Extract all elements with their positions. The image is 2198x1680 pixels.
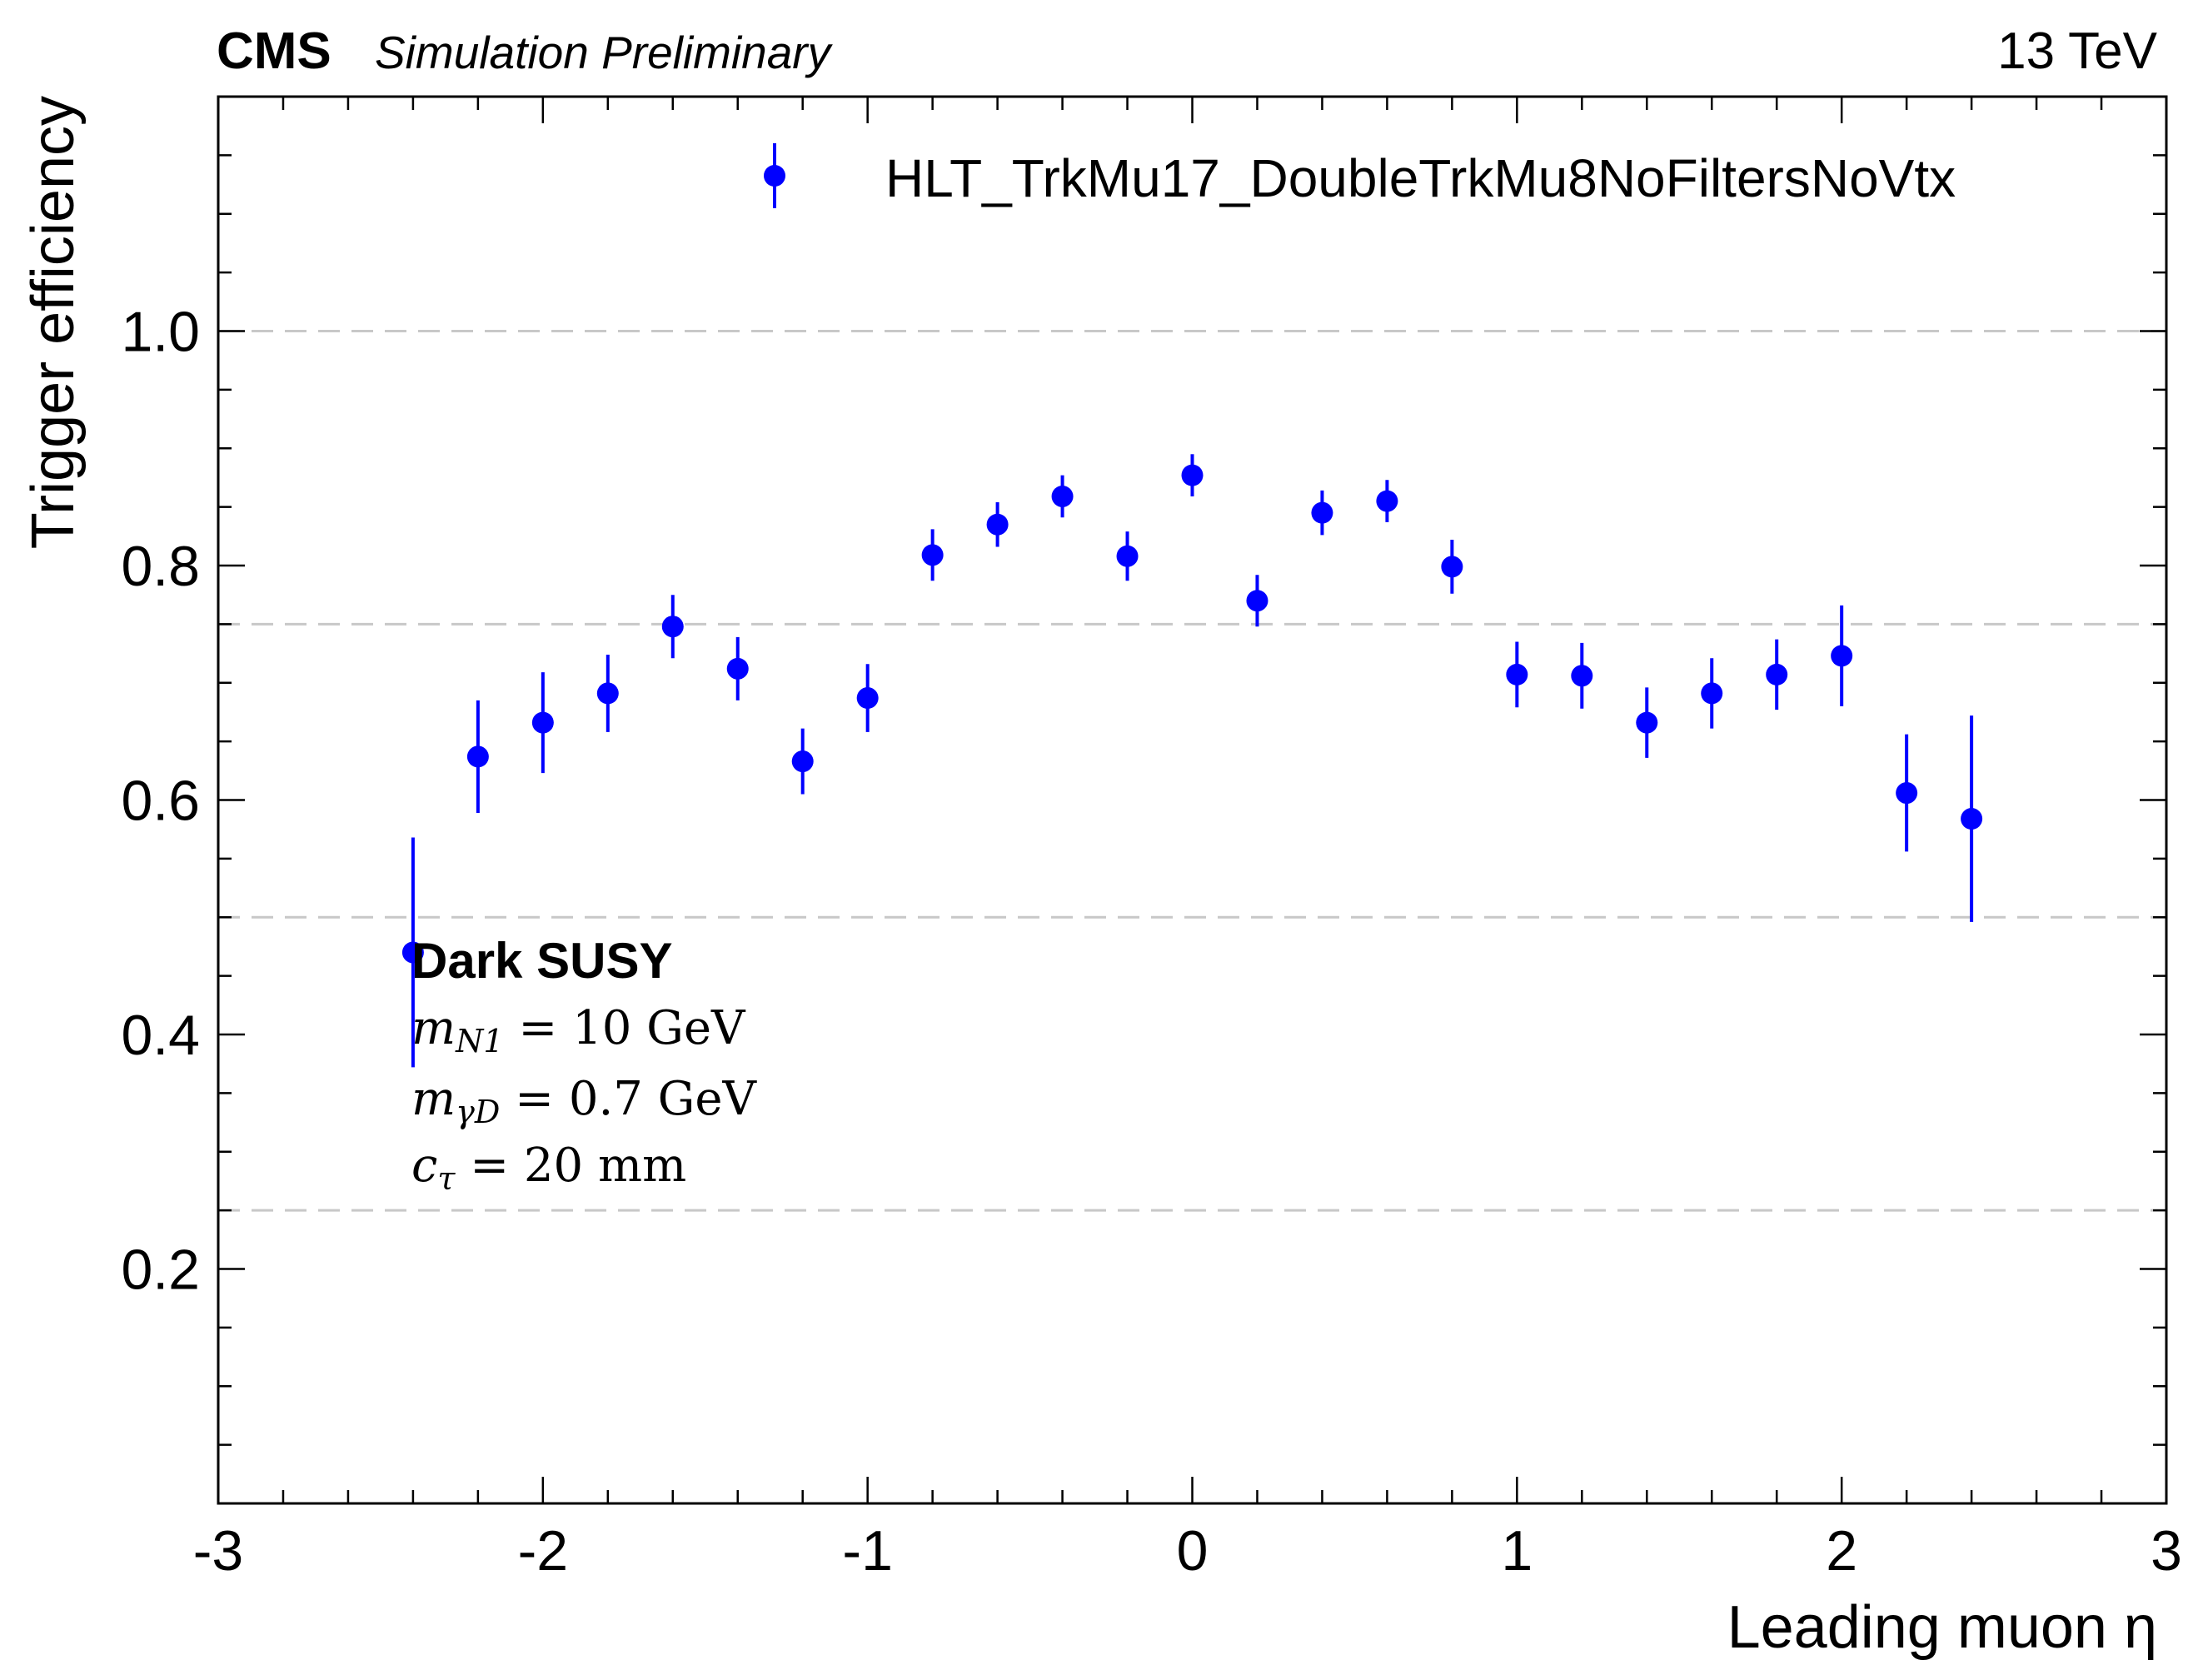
data-point (531, 672, 554, 774)
data-point (661, 595, 684, 659)
legend-label: HLT_TrkMu17_DoubleTrkMu8NoFiltersNoVtx (885, 148, 1956, 208)
mass-n1-subscript: N1 (455, 1023, 503, 1059)
model-name: Dark SUSY (411, 933, 672, 989)
data-point (596, 654, 619, 732)
x-tick-label: -2 (518, 1519, 568, 1583)
data-point (1636, 687, 1658, 758)
grid-lines (218, 330, 2166, 1212)
data-marker (1766, 663, 1788, 685)
data-marker (1506, 663, 1528, 685)
data-point (791, 728, 814, 795)
data-point (1441, 540, 1463, 594)
data-marker (1051, 485, 1074, 507)
data-marker (466, 745, 489, 768)
y-axis-title: Trigger efficiency (20, 96, 87, 549)
data-marker (1116, 545, 1139, 567)
mass-gammad-label: mγD = 0.7 GeV (411, 1072, 758, 1130)
mass-n1-symbol: m (411, 1001, 456, 1055)
data-point (1181, 454, 1204, 496)
data-marker (1896, 782, 1918, 805)
status-label: Simulation Preliminary (375, 27, 834, 78)
data-marker (531, 711, 554, 734)
data-point (1051, 475, 1074, 518)
data-point (1506, 641, 1528, 708)
ctau-subscript: τ (437, 1160, 456, 1197)
data-point (1571, 642, 1593, 709)
data-point (1896, 734, 1918, 852)
y-tick-label: 1.0 (121, 301, 200, 364)
x-tick-label: -1 (842, 1519, 892, 1583)
data-point (1766, 639, 1788, 710)
legend: HLT_TrkMu17_DoubleTrkMu8NoFiltersNoVtx (764, 143, 1956, 208)
mass-gammad-symbol: m (411, 1072, 456, 1126)
data-marker (1246, 590, 1268, 612)
data-marker (1376, 490, 1398, 512)
data-point (401, 837, 424, 1068)
y-tick-label: 0.6 (121, 770, 200, 833)
data-marker (401, 941, 424, 964)
data-point (1831, 605, 1853, 706)
data-marker (856, 687, 879, 710)
data-marker (1181, 464, 1204, 486)
energy-label: 13 TeV (1997, 22, 2158, 80)
ctau-value: = 20 mm (455, 1139, 686, 1193)
x-tick-label: 0 (1177, 1519, 1209, 1583)
data-marker (1961, 808, 1983, 830)
mass-n1-label: mN1 = 10 GeV (411, 1001, 746, 1059)
data-marker (1311, 501, 1333, 524)
data-marker (921, 544, 944, 566)
data-point (1116, 531, 1139, 581)
tick-labels: -3 -2 -1 0 1 2 3 0.2 0.4 0.6 0.8 1.0 (121, 301, 2181, 1583)
legend-marker (764, 165, 785, 187)
data-marker (596, 682, 619, 705)
data-point (856, 664, 879, 732)
data-marker (661, 616, 684, 638)
data-marker (1701, 682, 1723, 705)
ctau-label: cτ = 20 mm (411, 1139, 686, 1197)
data-point (466, 700, 489, 813)
x-tick-label: -3 (193, 1519, 243, 1583)
data-point (1701, 658, 1723, 729)
axis-ticks (217, 97, 2168, 1503)
data-marker (1831, 645, 1853, 667)
data-marker (1571, 665, 1593, 687)
data-point (1311, 490, 1333, 536)
y-tick-label: 0.8 (121, 535, 200, 598)
data-point (1246, 575, 1268, 627)
y-tick-label: 0.2 (121, 1239, 200, 1302)
data-marker (1441, 556, 1463, 578)
y-tick-label: 0.4 (121, 1004, 200, 1067)
x-tick-label: 3 (2151, 1519, 2182, 1583)
data-marker (726, 657, 749, 680)
plot-frame (217, 95, 2168, 1505)
mass-gammad-subscript: γD (456, 1094, 500, 1130)
data-point (1961, 715, 1983, 922)
mass-gammad-value: = 0.7 GeV (500, 1072, 757, 1126)
x-tick-label: 2 (1826, 1519, 1857, 1583)
data-points (401, 454, 1983, 1068)
data-point (1376, 480, 1398, 522)
data-marker (791, 750, 814, 773)
data-point (986, 501, 1009, 547)
data-marker (1636, 711, 1658, 734)
data-point (921, 529, 944, 581)
ctau-symbol: c (411, 1139, 437, 1193)
data-point (726, 636, 749, 700)
x-tick-label: 1 (1501, 1519, 1533, 1583)
x-axis-title: Leading muon η (1727, 1594, 2157, 1661)
data-marker (986, 513, 1009, 536)
experiment-label: CMS (217, 22, 331, 80)
mass-n1-value: = 10 GeV (504, 1001, 746, 1055)
model-annotation: Dark SUSY mN1 = 10 GeV mγD = 0.7 GeV cτ … (411, 933, 758, 1197)
